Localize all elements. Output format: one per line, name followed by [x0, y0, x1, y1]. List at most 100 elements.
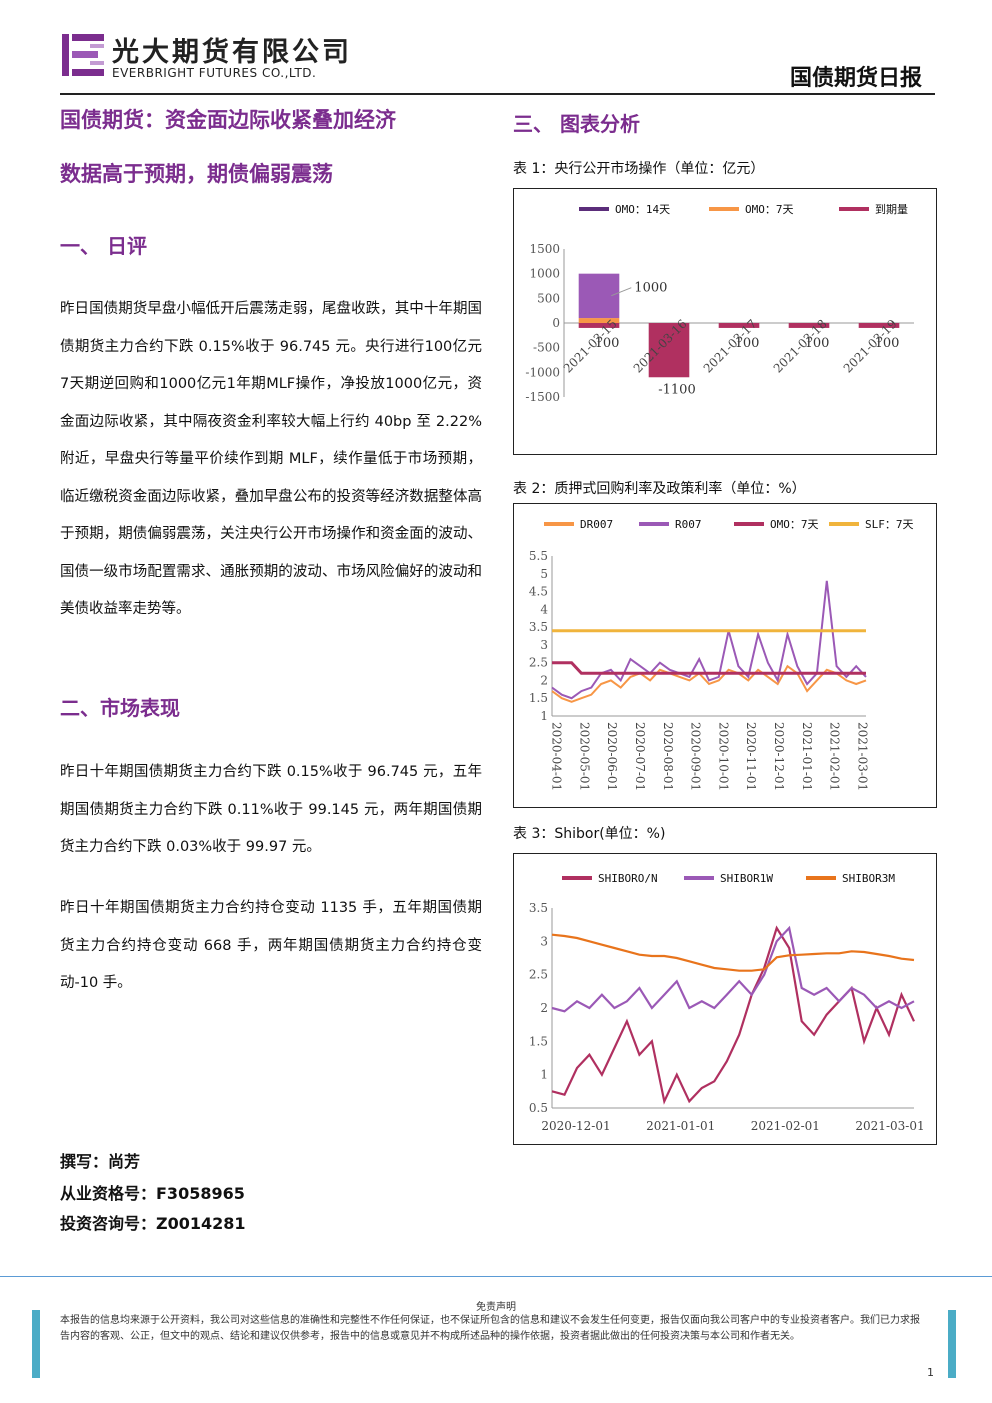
report-title: 国债期货日报 [789, 66, 922, 91]
y-tick-label-1: 3 [540, 934, 548, 948]
data-label-extra: 1000 [634, 281, 667, 296]
y-tick-label-3: 0 [552, 316, 560, 330]
bar-maturity-0 [578, 323, 620, 328]
qualification-number: 从业资格号：F3058965 [60, 1184, 245, 1203]
bar-maturity-3 [788, 323, 830, 328]
x-tick-label-1: 2020-05-01 [577, 722, 591, 791]
charts-section-heading: 三、 图表分析 [513, 112, 640, 136]
y-tick-label-3: 4 [540, 602, 548, 616]
bar-maturity-1 [648, 323, 690, 378]
x-tick-label-2: 2021-02-01 [751, 1119, 820, 1133]
y-tick-label-1: 5 [540, 567, 548, 581]
x-tick-label-9: 2021-01-01 [800, 722, 814, 791]
company-logo [60, 30, 110, 80]
data-label-0: 100 [595, 336, 620, 351]
chart3-shibor: SHIBORO/N SHIBOR1W SHIBOR3M 3.5 3 2.5 2 1.5 1 0.5… [529, 872, 925, 1133]
legend-label-0: OMO：14天 [615, 203, 670, 216]
chart1-caption: 表 1：央行公开市场操作（单位：亿元） [513, 161, 765, 177]
author: 撰写：尚芳 [60, 1152, 141, 1171]
chart1-omo-operations: OMO：14天 OMO：7天 到期量 1500 1000 500 0 -500 -1000 -15… [525, 203, 914, 404]
chart2-repo-policy-rates: DR007 R007 OMO：7天 SLF：7天 5.5 5 4.5 4 3.5 3 2.5 2 1.5… [529, 518, 914, 791]
data-label-leader-0 [611, 287, 632, 297]
footer-accent-right [948, 1310, 956, 1378]
x-tick-label-8: 2020-12-01 [772, 722, 786, 791]
series-line-1 [551, 580, 867, 700]
disclaimer-title: 免责声明 [476, 1302, 516, 1313]
legend-label-1: SHIBOR1W [720, 872, 773, 885]
section2-paragraph2: 昨日十年期国债期货主力合约持仓变动 1135 手，五年期国债期货主力合约持仓变动… [60, 900, 482, 991]
x-tick-label-11: 2021-03-01 [856, 722, 870, 791]
bar-omo7-0 [578, 318, 620, 323]
bar-maturity-2 [718, 323, 760, 328]
section1-heading: 一、 日评 [60, 234, 147, 258]
chart1-box: OMO：14天 OMO：7天 到期量 1500 1000 500 0 -500 -1000 -15… [513, 188, 937, 455]
legend-label-2: 到期量 [875, 203, 908, 216]
header-divider [60, 93, 935, 95]
x-tick-label-4: 2020-08-01 [661, 722, 675, 791]
page-number: 1 [927, 1366, 934, 1379]
data-label-1: -1100 [658, 382, 695, 397]
series-line-0 [551, 664, 867, 703]
series-line-0 [551, 925, 915, 1105]
x-tick-label-2: 2020-06-01 [605, 722, 619, 791]
bar-mlf-0 [578, 273, 620, 319]
chart2-caption: 表 2：质押式回购利率及政策利率（单位：%） [513, 481, 806, 497]
consulting-number: 投资咨询号：Z0014281 [60, 1214, 246, 1233]
y-tick-label-4: -500 [533, 341, 560, 355]
y-tick-label-5: 3 [540, 638, 548, 652]
legend-label-0: DR007 [580, 518, 613, 531]
y-tick-label-9: 1 [540, 709, 548, 723]
y-tick-label-2: 4.5 [529, 585, 548, 599]
y-tick-label-5: 1 [540, 1068, 548, 1082]
y-tick-label-2: 2.5 [529, 968, 548, 982]
x-tick-label-6: 2020-10-01 [716, 722, 730, 791]
chart3-box: SHIBORO/N SHIBOR1W SHIBOR3M 3.5 3 2.5 2 1.5 1 0.5… [513, 853, 937, 1145]
chart2-box: DR007 R007 OMO：7天 SLF：7天 5.5 5 4.5 4 3.5 3 2.5 2 1.5… [513, 503, 937, 808]
y-tick-label-0: 5.5 [529, 549, 548, 563]
section1-paragraph: 昨日国债期货早盘小幅低开后震荡走弱，尾盘收跌，其中十年期国债期货主力合约下跌 0… [60, 301, 482, 617]
series-line-1 [551, 925, 915, 1013]
legend-label-1: OMO：7天 [745, 203, 794, 216]
company-name-cn: 光大期货有限公司 [112, 37, 352, 68]
legend-label-0: SHIBORO/N [598, 872, 658, 885]
y-tick-label-4: 3.5 [529, 620, 548, 634]
data-label-4: 100 [875, 336, 900, 351]
legend-label-1: R007 [675, 518, 702, 531]
x-tick-label-0: 2020-04-01 [550, 722, 564, 791]
y-tick-label-7: 2 [540, 673, 548, 687]
legend-label-2: SHIBOR3M [842, 872, 895, 885]
x-tick-label-1: 2021-01-01 [646, 1119, 715, 1133]
y-tick-label-0: 1500 [529, 242, 560, 256]
section2-heading: 二、市场表现 [60, 696, 180, 720]
x-tick-label-5: 2020-09-01 [689, 722, 703, 791]
series-line-2 [552, 661, 866, 675]
data-label-2: 100 [735, 336, 760, 351]
x-tick-label-3: 2020-07-01 [633, 722, 647, 791]
footer-accent-left [32, 1310, 40, 1378]
x-tick-label-7: 2020-11-01 [744, 722, 758, 791]
y-tick-label-6: -1500 [525, 390, 560, 404]
y-tick-label-5: -1000 [525, 365, 560, 379]
series-line-2 [551, 933, 915, 972]
footer-divider [0, 1276, 992, 1277]
y-tick-label-1: 1000 [529, 267, 560, 281]
company-name-en: EVERBRIGHT FUTURES CO.,LTD. [112, 66, 317, 80]
y-tick-label-4: 1.5 [529, 1034, 548, 1048]
y-tick-label-3: 2 [540, 1001, 548, 1015]
section2-paragraph1: 昨日十年期国债期货主力合约下跌 0.15%收于 96.745 元，五年期国债期货… [60, 764, 482, 855]
bar-maturity-4 [858, 323, 900, 328]
y-tick-label-8: 1.5 [529, 691, 548, 705]
article-title-line2: 数据高于预期，期债偏弱震荡 [60, 162, 333, 186]
data-label-3: 100 [805, 336, 830, 351]
chart3-caption: 表 3：Shibor(单位：%) [513, 826, 666, 842]
x-tick-label-10: 2021-02-01 [828, 722, 842, 791]
x-tick-label-3: 2021-03-01 [855, 1119, 924, 1133]
legend-label-2: OMO：7天 [770, 518, 819, 531]
y-tick-label-6: 0.5 [529, 1101, 548, 1115]
y-tick-label-6: 2.5 [529, 656, 548, 670]
disclaimer-text: 本报告的信息均来源于公开资料，我公司对这些信息的准确性和完整性不作任何保证，也不… [60, 1315, 920, 1342]
legend-label-3: SLF：7天 [865, 518, 914, 531]
article-title-line1: 国债期货：资金面边际收紧叠加经济 [60, 108, 396, 132]
y-tick-label-2: 500 [537, 291, 560, 305]
y-tick-label-0: 3.5 [529, 901, 548, 915]
